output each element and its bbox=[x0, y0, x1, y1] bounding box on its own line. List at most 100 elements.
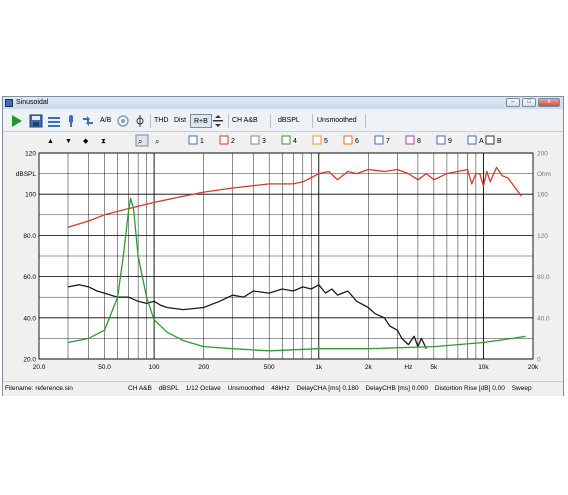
sinusoidal-window: Sinusoidal – □ x A/B bbox=[2, 96, 564, 396]
status-details: CH A&B dBSPL 1/12 Octave Unsmoothed 48kH… bbox=[128, 382, 537, 396]
toolbar-separator bbox=[365, 114, 366, 128]
marker-checkbox[interactable] bbox=[485, 135, 495, 145]
x-tick-label: 500 bbox=[264, 364, 275, 371]
toolbar: A/B THD Dist R+B CH A&B dBSPL Unsmoothed bbox=[3, 111, 563, 132]
marker-label: 5 bbox=[324, 138, 328, 145]
marker-checkbox[interactable] bbox=[343, 135, 353, 145]
marker-checkbox[interactable] bbox=[281, 135, 291, 145]
plot-area: ▲ ▼ ◆ ⧗ ⌕ ⌕ 1 2 3 4 5 6 7 8 9 A B 20.0 50.0 100 200 500 1k 2k Hz… bbox=[3, 133, 563, 378]
x-tick-label: 20k bbox=[528, 364, 539, 371]
smoothing-select[interactable]: Unsmoothed bbox=[317, 117, 357, 124]
status-smoothing: Unsmoothed bbox=[227, 385, 265, 392]
y-right-tick-label: 160 bbox=[537, 192, 548, 199]
x-tick-label: 20.0 bbox=[33, 364, 46, 371]
marker-checkbox[interactable] bbox=[436, 135, 446, 145]
marker-checkbox[interactable] bbox=[405, 135, 415, 145]
marker-checkbox[interactable] bbox=[374, 135, 384, 145]
window-title: Sinusoidal bbox=[16, 99, 49, 106]
x-tick-label: 200 bbox=[198, 364, 209, 371]
marker-checkbox[interactable] bbox=[219, 135, 229, 145]
status-unit: dBSPL bbox=[158, 385, 179, 392]
x-tick-label: 5k bbox=[430, 364, 438, 371]
y-tick-label: 60.0 bbox=[23, 274, 36, 281]
status-sweep: Sweep bbox=[511, 385, 532, 392]
marker-label: 7 bbox=[386, 138, 390, 145]
y-tick-label: 100 bbox=[25, 192, 36, 199]
x-tick-label: 50.0 bbox=[98, 364, 111, 371]
arrows-icon[interactable] bbox=[81, 114, 95, 128]
zoom-in-icon: ⌕ bbox=[138, 137, 142, 146]
close-button[interactable]: x bbox=[538, 98, 560, 107]
status-delay-a: DelayCHA [ms] 0.180 bbox=[296, 385, 359, 392]
minimize-button[interactable]: – bbox=[506, 98, 520, 107]
window-controls: – □ x bbox=[506, 98, 560, 108]
y-tick-label: 120 bbox=[25, 151, 36, 158]
marker-label: 6 bbox=[355, 138, 359, 145]
spl-response-curve bbox=[67, 166, 522, 228]
thd-button[interactable]: THD bbox=[154, 117, 169, 124]
marker-label: 3 bbox=[262, 138, 266, 145]
unit-select[interactable]: dBSPL bbox=[278, 117, 300, 124]
y-right-tick-label: Ohm bbox=[537, 171, 551, 178]
y-tick-label: 80.0 bbox=[23, 233, 36, 240]
cursor-arrow-icon[interactable]: ▲ bbox=[47, 138, 54, 145]
status-bar: Filename: reference.sin CH A&B dBSPL 1/1… bbox=[3, 381, 563, 396]
app-icon bbox=[5, 99, 13, 107]
channel-select[interactable]: CH A&B bbox=[232, 117, 258, 124]
status-delay-b: DelayCHB [ms] 0.000 bbox=[365, 385, 428, 392]
status-channel: CH A&B bbox=[128, 385, 152, 392]
x-tick-label: 100 bbox=[149, 364, 160, 371]
ab-button[interactable]: A/B bbox=[100, 117, 112, 124]
dist-button[interactable]: Dist bbox=[174, 117, 187, 124]
x-tick-label: 2k bbox=[365, 364, 373, 371]
status-octave: 1/12 Octave bbox=[185, 385, 221, 392]
split-icon[interactable] bbox=[212, 114, 224, 128]
marker-checkbox[interactable] bbox=[250, 135, 260, 145]
y-right-tick-label: 40.0 bbox=[537, 315, 550, 322]
frequency-response-chart[interactable]: ▲ ▼ ◆ ⧗ ⌕ ⌕ 1 2 3 4 5 6 7 8 9 A B 20.0 50.0 100 200 500 1k 2k Hz… bbox=[3, 133, 563, 378]
x-tick-label: 10k bbox=[478, 364, 489, 371]
toolbar-separator bbox=[150, 114, 151, 128]
impedance-curve bbox=[67, 197, 526, 352]
x-tick-label: Hz bbox=[404, 364, 412, 371]
graph-settings-icon[interactable] bbox=[47, 114, 61, 128]
marker-label: 2 bbox=[231, 138, 235, 145]
rb-button[interactable]: R+B bbox=[190, 114, 212, 128]
phase-icon[interactable] bbox=[134, 114, 146, 128]
marker-label: 4 bbox=[293, 138, 297, 145]
y-right-tick-label: 200 bbox=[537, 151, 548, 158]
marker-label: 8 bbox=[417, 138, 421, 145]
x-tick-label: 1k bbox=[315, 364, 323, 371]
zoom-in-button[interactable] bbox=[135, 134, 149, 147]
toolbar-separator bbox=[312, 114, 313, 128]
y-tick-label: dBSPL bbox=[16, 171, 37, 178]
y-right-tick-label: 80.0 bbox=[537, 274, 550, 281]
marker-checkbox[interactable] bbox=[467, 135, 477, 145]
status-rate: 48kHz bbox=[271, 385, 290, 392]
status-filename: Filename: reference.sin bbox=[5, 385, 73, 392]
toolbar-separator bbox=[270, 114, 271, 128]
microphone-icon[interactable] bbox=[65, 114, 77, 128]
toolbar-separator bbox=[228, 114, 229, 128]
play-icon[interactable] bbox=[12, 115, 22, 127]
title-bar: Sinusoidal – □ x bbox=[3, 97, 563, 109]
y-right-tick-label: 0 bbox=[537, 357, 541, 364]
marker-label: 9 bbox=[448, 138, 452, 145]
marker-label: 1 bbox=[200, 138, 204, 145]
cursor-arrow-icon[interactable]: ⧗ bbox=[101, 138, 106, 145]
save-icon[interactable] bbox=[29, 114, 43, 128]
marker-label: A bbox=[479, 138, 484, 145]
marker-checkbox[interactable] bbox=[188, 135, 198, 145]
y-tick-label: 20.0 bbox=[23, 357, 36, 364]
zoom-out-icon: ⌕ bbox=[155, 137, 159, 146]
cursor-arrow-icon[interactable]: ◆ bbox=[83, 138, 89, 145]
cursor-arrow-icon[interactable]: ▼ bbox=[65, 138, 72, 145]
target-icon[interactable] bbox=[116, 114, 130, 128]
marker-label: B bbox=[497, 138, 502, 145]
y-tick-label: 40.0 bbox=[23, 315, 36, 322]
status-distortion: Distortion Rise [dB] 0.00 bbox=[434, 385, 505, 392]
y-right-tick-label: 120 bbox=[537, 233, 548, 240]
maximize-button[interactable]: □ bbox=[522, 98, 536, 107]
distortion-curve bbox=[67, 284, 427, 349]
marker-checkbox[interactable] bbox=[312, 135, 322, 145]
